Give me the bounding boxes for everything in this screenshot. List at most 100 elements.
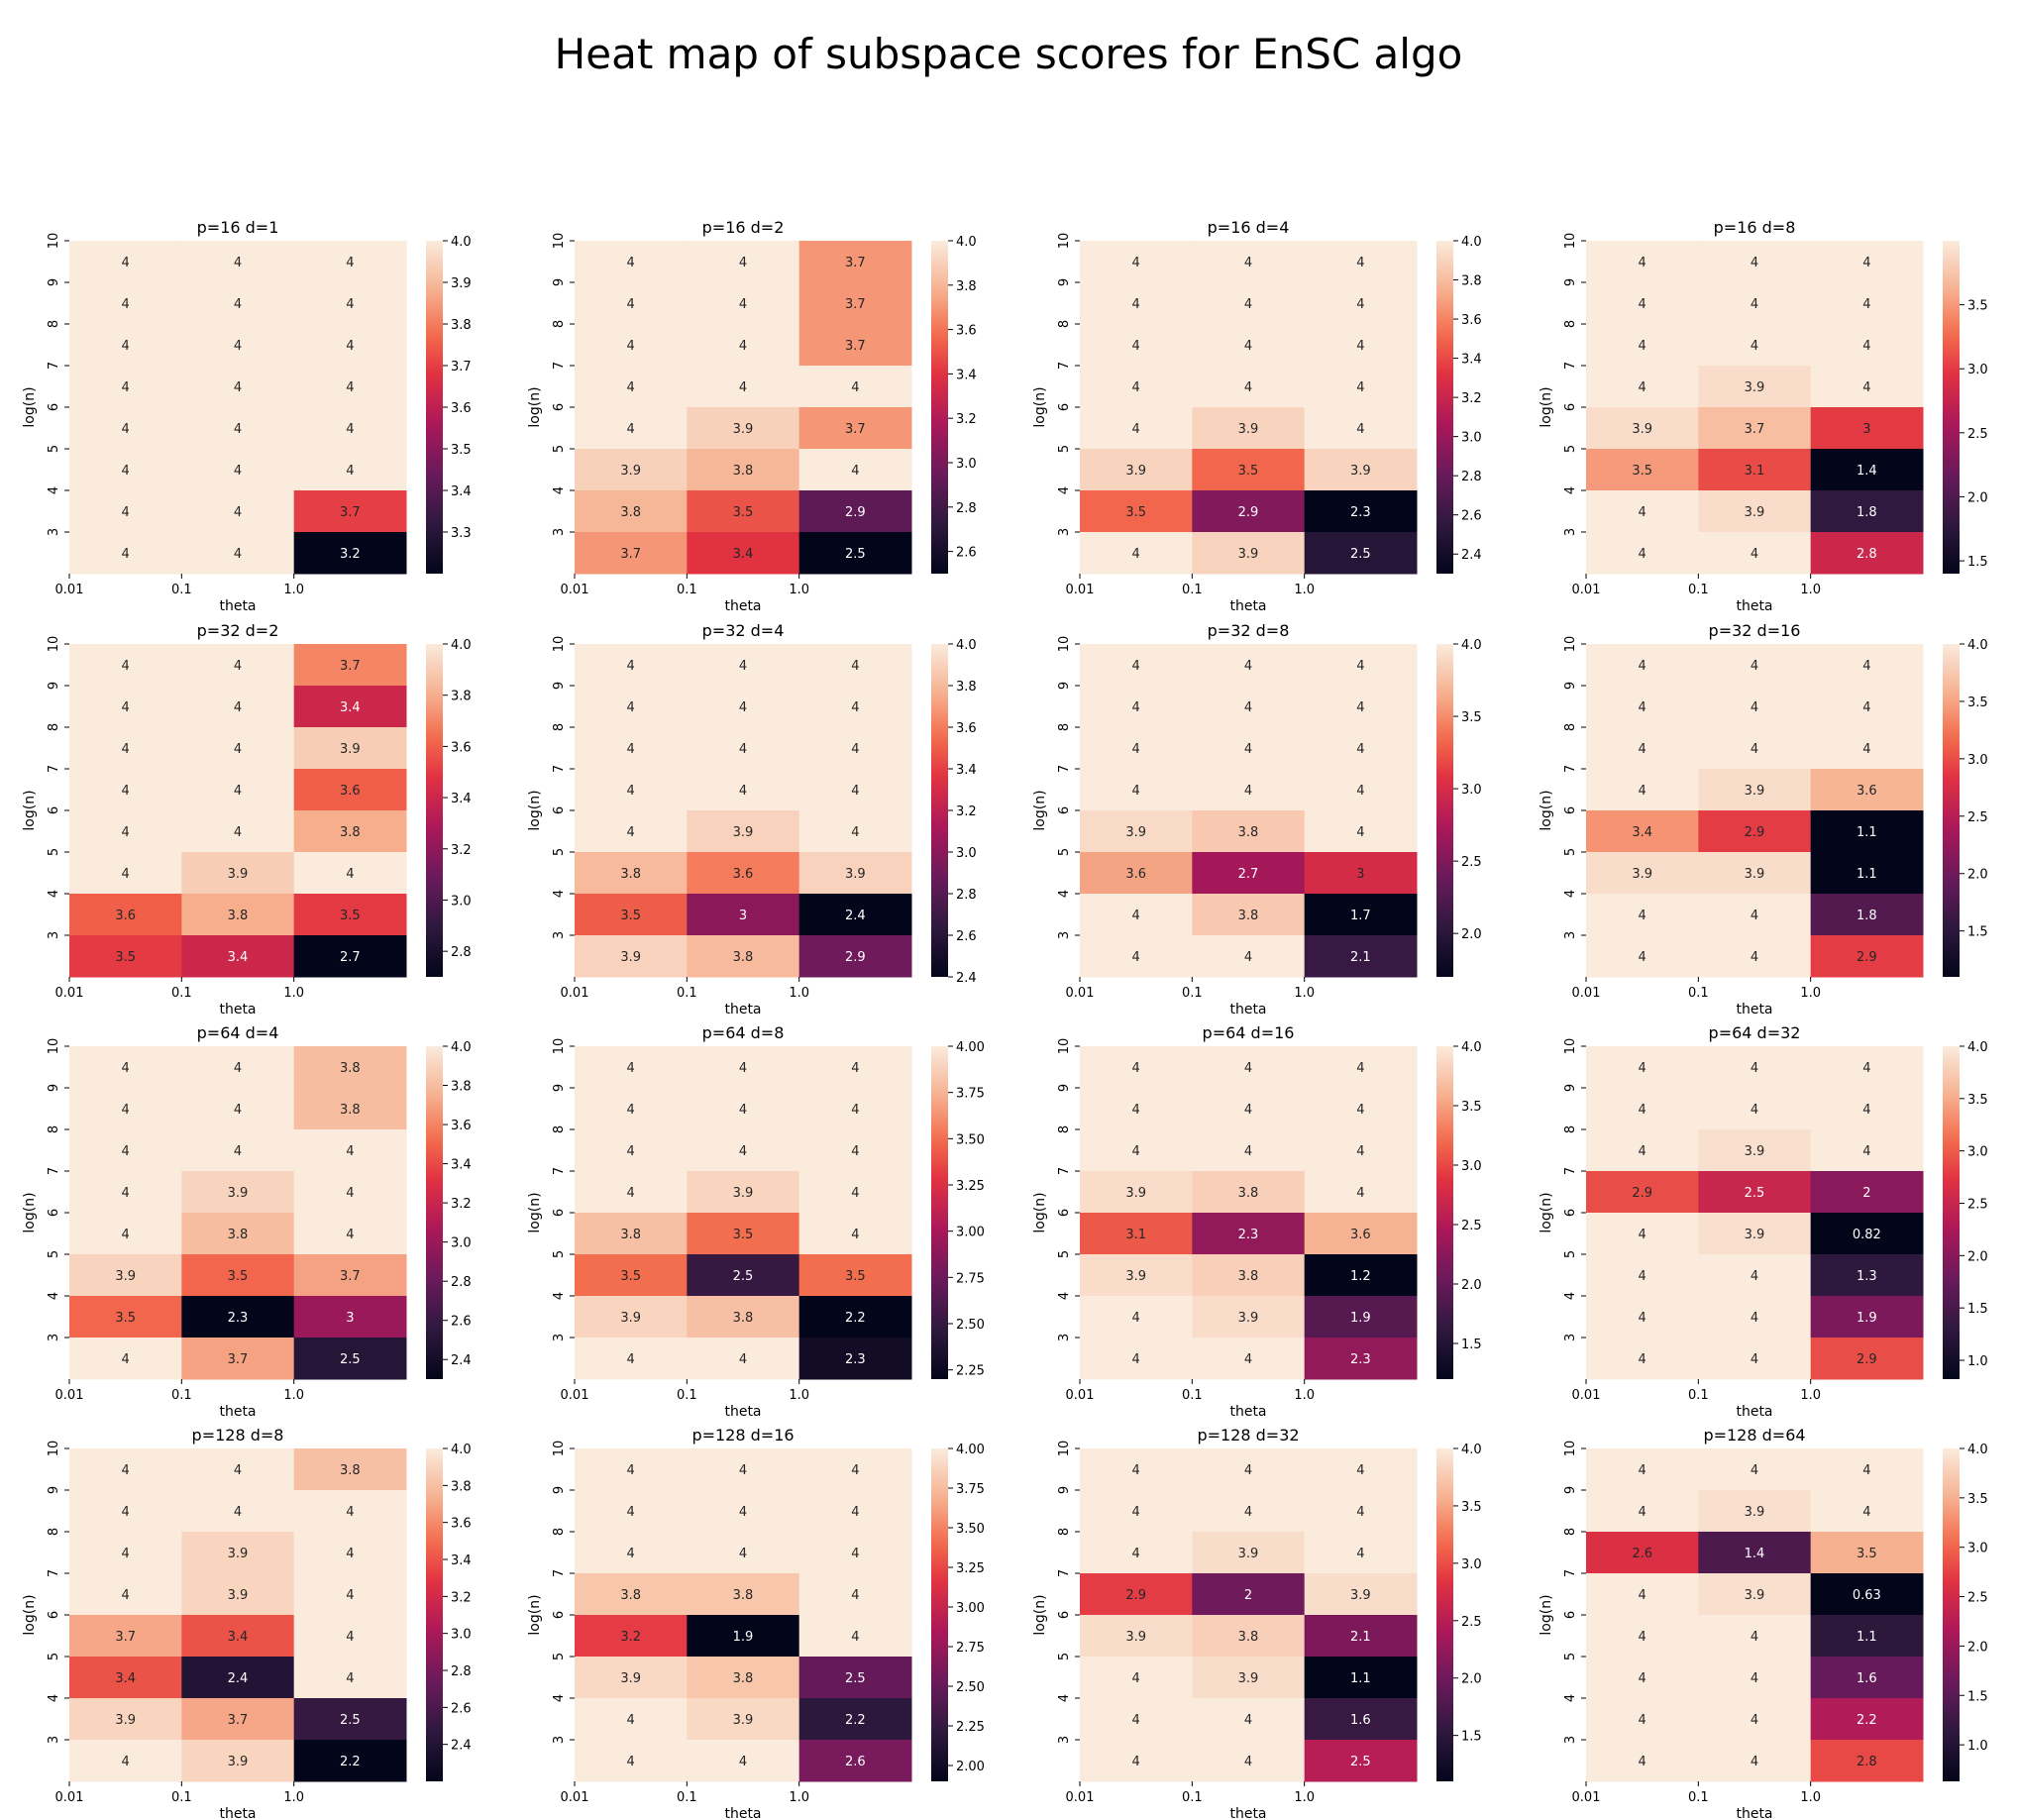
heatmap-cell — [687, 282, 800, 325]
cell-value-label: 4 — [122, 1505, 130, 1520]
heatmap-cell — [1192, 490, 1306, 533]
cell-value-label: 3.9 — [1745, 1588, 1765, 1603]
heatmap-cell — [575, 449, 688, 491]
heatmap-cell — [1192, 894, 1306, 936]
cell-value-label: 3.8 — [620, 1588, 641, 1603]
cell-value-label: 4 — [627, 825, 635, 840]
cell-value-label: 4 — [1132, 1755, 1140, 1769]
cell-value-label: 4 — [234, 464, 242, 479]
heatmap-cell — [1080, 1698, 1193, 1741]
y-axis-label: log(n) — [22, 386, 38, 427]
cell-value-label: 3.1 — [1745, 464, 1765, 479]
heatmap-cell — [1192, 1657, 1306, 1699]
cell-value-label: 4 — [1356, 700, 1364, 715]
colorbar-tick-label: 3.2 — [451, 1590, 472, 1605]
y-tick-label: 8 — [1057, 1528, 1072, 1536]
cell-value-label: 3 — [1356, 867, 1364, 882]
heatmap-cell — [1304, 1296, 1418, 1338]
cell-value-label: 4 — [1244, 950, 1252, 965]
heatmap-cell — [798, 1615, 912, 1658]
x-tick-label: 0.1 — [1688, 583, 1709, 597]
cell-value-label: 3.2 — [620, 1630, 641, 1645]
heatmap-cell — [181, 852, 295, 895]
heatmap-cell — [69, 490, 182, 533]
cell-value-label: 4 — [1244, 659, 1252, 674]
cell-value-label: 4 — [122, 256, 130, 270]
colorbar-tick-label: 2.5 — [1967, 427, 1988, 442]
colorbar-tick-label: 1.5 — [1967, 1689, 1988, 1704]
cell-value-label: 4 — [1639, 1061, 1646, 1076]
cell-value-label: 4 — [1639, 1713, 1646, 1728]
heatmap-cell — [69, 1740, 182, 1782]
heatmap-cell — [687, 644, 800, 687]
figure-title: Heat map of subspace scores for EnSC alg… — [554, 30, 1463, 78]
heatmap-cell — [293, 727, 407, 770]
y-tick-label: 7 — [1563, 1569, 1578, 1577]
heatmap-cell — [1586, 1046, 1699, 1089]
cell-value-label: 2.5 — [845, 1671, 866, 1686]
y-tick-label: 3 — [552, 1736, 567, 1744]
cell-value-label: 4 — [1639, 380, 1646, 395]
cell-value-label: 4 — [1132, 700, 1140, 715]
cell-value-label: 4 — [1356, 1547, 1364, 1561]
cell-value-label: 4 — [1244, 700, 1252, 715]
cell-value-label: 2.9 — [1745, 825, 1765, 840]
cell-value-label: 3.8 — [340, 1463, 361, 1478]
cell-value-label: 3.7 — [115, 1630, 136, 1645]
x-tick-label: 0.1 — [677, 1388, 697, 1403]
colorbar-tick-label: 3.9 — [451, 276, 472, 291]
colorbar-tick-label: 2.6 — [451, 1315, 472, 1330]
heatmap-cell — [1810, 1338, 1924, 1380]
heatmap-cell — [1080, 769, 1193, 811]
x-tick-label: 0.01 — [561, 1790, 589, 1805]
colorbar-tick-label: 3.6 — [451, 740, 472, 755]
cell-value-label: 4 — [851, 700, 859, 715]
y-tick-label: 8 — [47, 1125, 61, 1133]
heatmap-cell — [181, 1657, 295, 1699]
y-tick-label: 5 — [552, 1250, 567, 1258]
colorbar-tick-label: 3.5 — [1967, 1492, 1988, 1507]
cell-value-label: 4 — [739, 1755, 747, 1769]
x-axis-label: theta — [1229, 1404, 1266, 1420]
heatmap-cell — [1586, 894, 1699, 936]
heatmap-cell — [293, 1296, 407, 1338]
colorbar-tick-label: 2.5 — [1461, 1615, 1482, 1630]
cell-value-label: 3.5 — [1857, 1547, 1877, 1561]
cell-value-label: 4 — [1244, 256, 1252, 270]
cell-value-label: 3.8 — [733, 1311, 754, 1326]
heatmap-cell — [181, 935, 295, 978]
y-tick-label: 5 — [47, 445, 61, 453]
heatmap-cell — [293, 490, 407, 533]
heatmap-cell — [575, 1088, 688, 1130]
cell-value-label: 4 — [1751, 339, 1758, 354]
heatmap-cell — [575, 894, 688, 936]
y-axis-label: log(n) — [1539, 790, 1554, 830]
cell-value-label: 4 — [346, 1588, 354, 1603]
cell-value-label: 4 — [1132, 742, 1140, 757]
colorbar-tick-label: 3.4 — [451, 484, 472, 499]
heatmap-cell — [687, 241, 800, 283]
colorbar-tick-label: 3.0 — [451, 1628, 472, 1643]
cell-value-label: 4 — [1751, 1755, 1758, 1769]
heatmap-cell — [181, 644, 295, 687]
heatmap-cell — [1192, 1213, 1306, 1255]
y-axis-label: log(n) — [527, 386, 543, 427]
heatmap-cell — [1304, 1088, 1418, 1130]
cell-value-label: 3.9 — [1745, 784, 1765, 799]
heatmap-cell — [1192, 1448, 1306, 1491]
cell-value-label: 4 — [234, 380, 242, 395]
heatmap-cell — [1810, 1046, 1924, 1089]
cell-value-label: 4 — [1862, 700, 1870, 715]
cell-value-label: 4 — [122, 700, 130, 715]
heatmap-cell — [181, 1213, 295, 1255]
cell-value-label: 1.9 — [1350, 1311, 1371, 1326]
heatmap-cell — [69, 1657, 182, 1699]
heatmap-cell — [293, 1129, 407, 1172]
cell-value-label: 4 — [122, 1103, 130, 1118]
cell-value-label: 4 — [1356, 297, 1364, 312]
y-tick-label: 6 — [47, 806, 61, 814]
heatmap-cell — [1810, 1254, 1924, 1297]
heatmap-cell — [798, 1573, 912, 1616]
heatmap-cell — [69, 532, 182, 575]
cell-value-label: 2 — [1862, 1186, 1870, 1201]
